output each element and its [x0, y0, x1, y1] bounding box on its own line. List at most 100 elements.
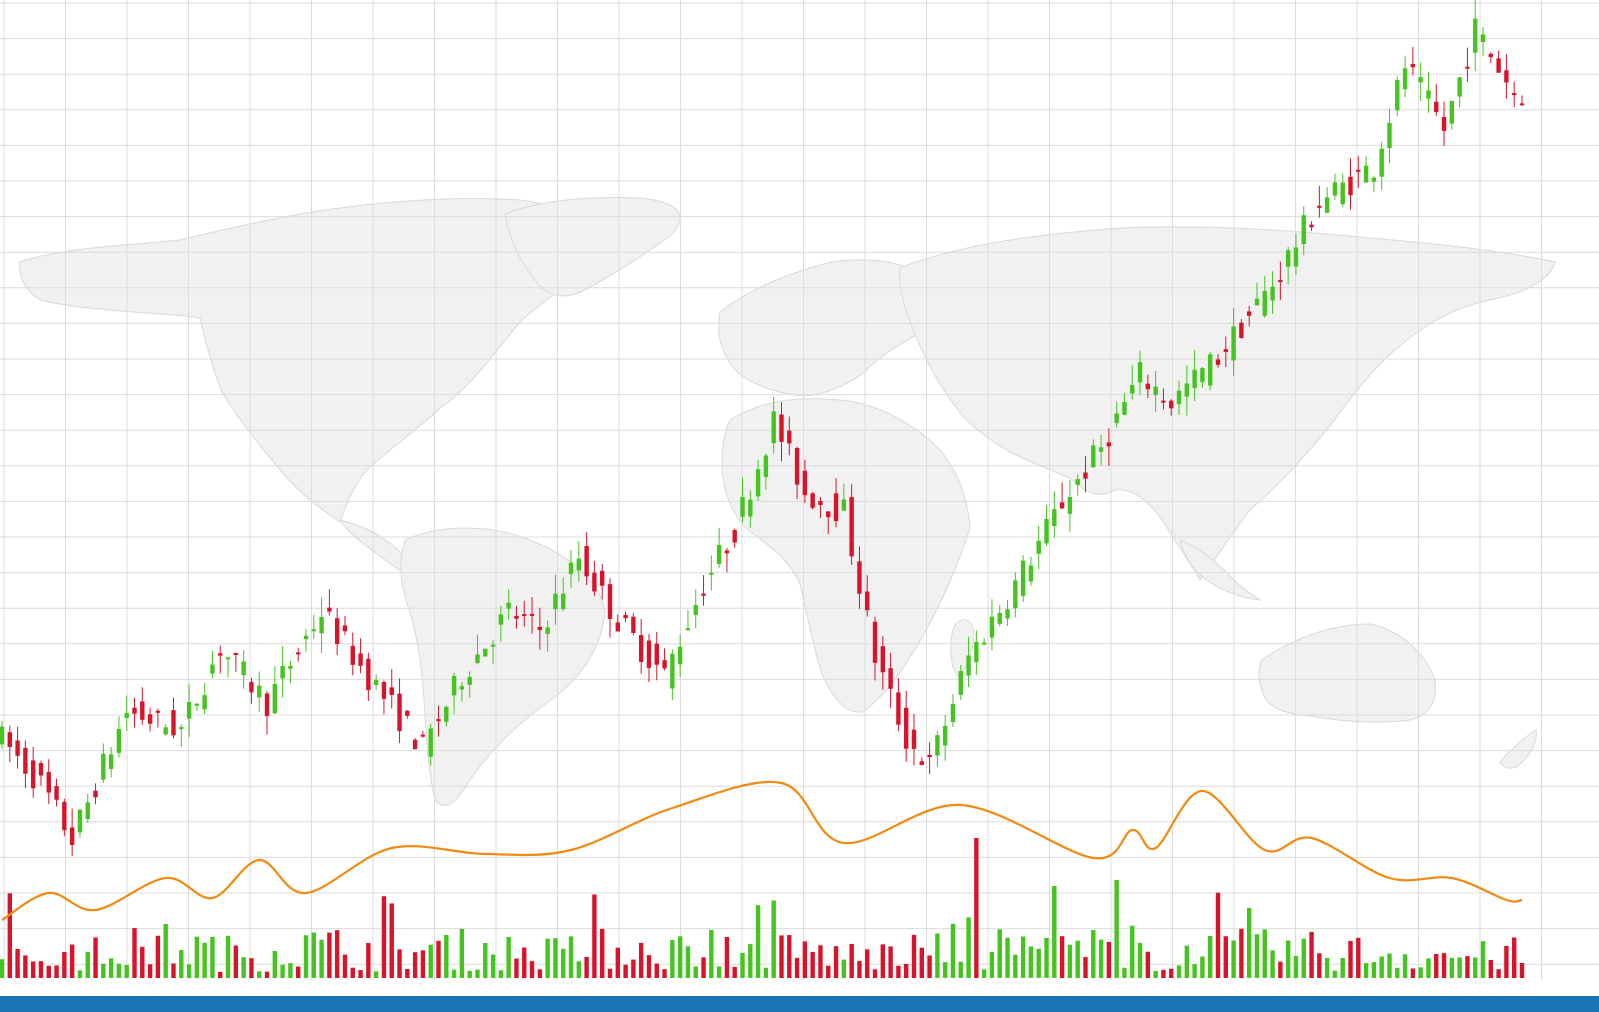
volume-bar — [46, 965, 51, 978]
candle-body — [389, 687, 394, 695]
candle-body — [794, 447, 800, 485]
volume-bar — [179, 950, 184, 978]
volume-bar — [1285, 940, 1291, 978]
volume-bar — [311, 932, 316, 978]
candle-body — [771, 411, 776, 444]
volume-bar — [1254, 934, 1260, 978]
volume-bar — [163, 923, 168, 978]
candle-body — [662, 660, 667, 669]
candle-body — [1114, 413, 1119, 424]
candle-body — [537, 626, 543, 631]
volume-bar — [358, 970, 363, 978]
volume-bar — [911, 934, 917, 978]
candle-body — [529, 613, 535, 616]
volume-bar — [1215, 892, 1221, 978]
volume-bar — [1488, 960, 1494, 978]
map-south-america — [400, 527, 606, 807]
volume-bar — [1169, 968, 1174, 978]
volume-bar — [600, 929, 605, 978]
candle-body — [1332, 182, 1338, 196]
volume-bar — [607, 968, 613, 978]
candle-body — [600, 570, 605, 586]
candle-body — [1083, 472, 1088, 479]
candle-body — [1192, 369, 1197, 389]
volume-bar — [62, 952, 67, 978]
volume-bar — [397, 949, 402, 978]
volume-bar — [147, 964, 153, 978]
candle-body — [1309, 224, 1314, 228]
candle-body — [865, 591, 870, 611]
volume-bar — [537, 969, 543, 978]
candle-body — [444, 706, 449, 722]
candle-body — [576, 558, 582, 571]
candle-body — [490, 644, 496, 647]
volume-bar — [1496, 969, 1501, 978]
candle-body — [1449, 100, 1455, 124]
volume-bar — [833, 946, 839, 978]
candle-body — [857, 561, 862, 594]
candle-body — [1044, 518, 1049, 544]
volume-bar — [576, 961, 582, 978]
volume-bar — [872, 969, 878, 978]
volume-bar — [981, 969, 987, 978]
volume-bar — [249, 958, 254, 978]
candle-body — [631, 616, 636, 633]
volume-bar — [1083, 957, 1088, 978]
volume-bar — [233, 945, 239, 978]
volume-bar — [1091, 930, 1096, 978]
volume-bar — [1317, 953, 1322, 978]
volume-bar — [498, 970, 504, 978]
candle-body — [927, 754, 932, 758]
volume-bar — [841, 959, 847, 978]
volume-bar — [553, 938, 558, 978]
volume-bar — [1309, 931, 1314, 978]
candle-body — [748, 499, 753, 517]
volume-bar — [0, 959, 5, 978]
volume-bar — [904, 963, 909, 978]
volume-bar — [1387, 953, 1392, 978]
volume-bar — [1473, 957, 1478, 978]
volume-bar — [475, 969, 480, 978]
volume-bar — [1480, 941, 1486, 978]
candle-body — [592, 572, 597, 592]
candle-body — [1231, 326, 1236, 361]
volume-bar — [880, 944, 886, 978]
volume-bar — [662, 969, 667, 978]
candle-body — [942, 725, 948, 746]
volume-bar — [522, 947, 527, 978]
volume-bar — [1402, 954, 1408, 978]
map-new-zealand — [1499, 729, 1537, 769]
candle-body — [607, 584, 613, 620]
candle-body — [46, 772, 51, 793]
candle-body — [623, 614, 628, 619]
candle-body — [108, 754, 114, 769]
candlesticks — [0, 0, 1525, 857]
volume-bar — [334, 930, 340, 978]
volume-bar — [1356, 937, 1361, 978]
volume-bar — [623, 964, 628, 978]
volume-bar — [1208, 935, 1213, 978]
candle-body — [194, 703, 200, 706]
volume-bar — [1434, 953, 1439, 978]
candle-body — [0, 726, 5, 745]
candle-body — [755, 469, 761, 497]
volume-bar — [342, 954, 348, 978]
candle-body — [716, 545, 722, 564]
volume-bar — [420, 950, 426, 978]
volume-bar — [818, 945, 823, 978]
candle-body — [1473, 18, 1478, 53]
volume-bar — [366, 942, 371, 978]
candle-body — [124, 712, 129, 718]
candle-body — [38, 762, 44, 776]
candle-body — [132, 707, 137, 714]
volume-bar — [257, 971, 262, 978]
volume-bar — [1098, 939, 1104, 978]
volume-bar — [1324, 957, 1330, 978]
volume-bar — [1013, 954, 1018, 978]
candle-body — [740, 496, 745, 517]
candle-body — [1379, 148, 1384, 177]
volume-bar — [654, 963, 659, 978]
volume-bar — [584, 956, 589, 978]
candle-body — [1301, 215, 1306, 244]
candle-body — [966, 655, 971, 676]
